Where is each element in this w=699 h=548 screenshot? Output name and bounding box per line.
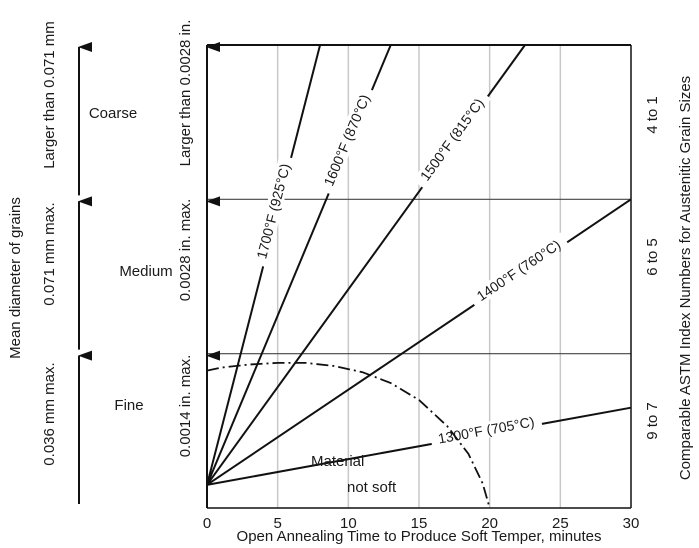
soft-boundary-curve bbox=[206, 362, 491, 509]
inch-label-medium: 0.0028 in. max. bbox=[177, 199, 194, 302]
mm-label-coarse: Larger than 0.071 mm bbox=[41, 21, 58, 169]
series-label-5: 1700°F (925°C) bbox=[253, 162, 293, 260]
astm-label-medium: 6 to 5 bbox=[644, 238, 661, 276]
x-tick-0: 0 bbox=[203, 515, 211, 532]
left-axis-title: Mean diameter of grains bbox=[7, 197, 24, 359]
series-label-1: 1300°F (705°C) bbox=[437, 413, 536, 446]
grade-coarse: Coarse bbox=[89, 105, 137, 122]
x-tick-20: 20 bbox=[481, 515, 498, 532]
series-label-bg-4 bbox=[317, 85, 376, 195]
x-tick-30: 30 bbox=[623, 515, 640, 532]
grade-fine: Fine bbox=[114, 397, 143, 414]
series-label-3: 1500°F (815°C) bbox=[417, 95, 487, 183]
series-label-bg-2 bbox=[467, 232, 570, 309]
inch-label-fine: 0.0014 in. max. bbox=[177, 355, 194, 458]
series-line-1 bbox=[206, 406, 632, 486]
series-label-bg-5 bbox=[251, 154, 295, 268]
left-arrows bbox=[78, 42, 220, 504]
astm-label-coarse: 4 to 1 bbox=[644, 96, 661, 134]
x-tick-labels: 0 5 10 15 20 25 30 bbox=[203, 515, 640, 532]
series-label-bg-3 bbox=[412, 89, 492, 190]
grade-medium: Medium bbox=[119, 263, 172, 280]
series-labels: 1300°F (705°C) 1400°F (760°C) 1500°F (815°… bbox=[251, 85, 570, 448]
mm-label-fine: 0.036 mm max. bbox=[41, 362, 58, 465]
x-tick-10: 10 bbox=[340, 515, 357, 532]
right-axis-title: Comparable ASTM Index Numbers for Austen… bbox=[677, 76, 694, 480]
x-tick-15: 15 bbox=[411, 515, 428, 532]
annotation-material: Material bbox=[311, 453, 364, 470]
mm-label-medium: 0.071 mm max. bbox=[41, 202, 58, 305]
inch-label-coarse: Larger than 0.0028 in. bbox=[177, 20, 194, 167]
astm-label-fine: 9 to 7 bbox=[644, 402, 661, 440]
series-label-4: 1600°F (870°C) bbox=[320, 92, 372, 188]
annotation-not-soft: not soft bbox=[347, 479, 397, 496]
series-label-2: 1400°F (760°C) bbox=[474, 236, 564, 304]
x-axis-label: Open Annealing Time to Produce Soft Temp… bbox=[237, 528, 602, 545]
x-tick-5: 5 bbox=[273, 515, 281, 532]
x-tick-25: 25 bbox=[552, 515, 569, 532]
